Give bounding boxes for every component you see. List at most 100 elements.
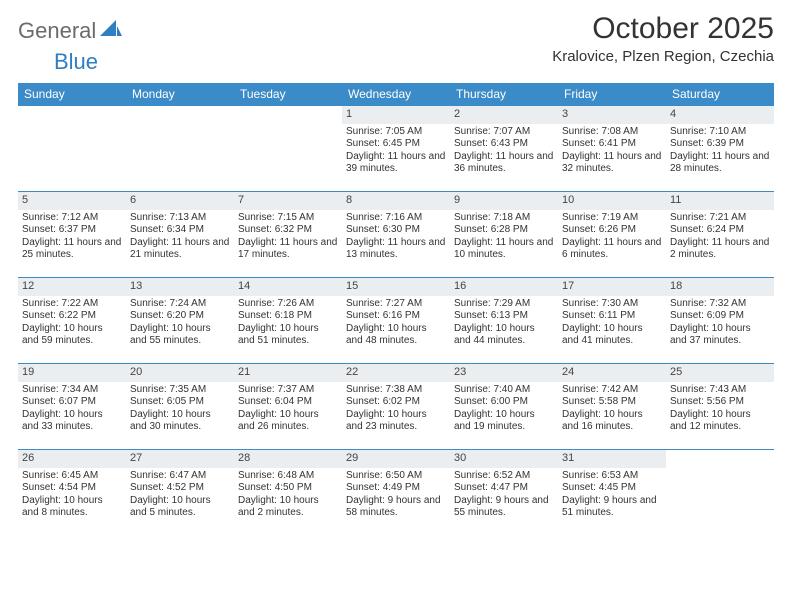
day-number: 16 [450, 278, 558, 296]
daylight-text: Daylight: 10 hours and 8 minutes. [22, 495, 122, 520]
day-number: 7 [234, 192, 342, 210]
day-number: 21 [234, 364, 342, 382]
sunset-text: Sunset: 4:45 PM [562, 482, 662, 495]
logo-text-2: Blue [54, 49, 98, 75]
sunset-text: Sunset: 6:37 PM [22, 224, 122, 237]
daylight-text: Daylight: 10 hours and 59 minutes. [22, 323, 122, 348]
day-number: 12 [18, 278, 126, 296]
day-info: Sunrise: 7:07 AMSunset: 6:43 PMDaylight:… [454, 126, 554, 176]
day-number: 17 [558, 278, 666, 296]
day-info: Sunrise: 6:53 AMSunset: 4:45 PMDaylight:… [562, 470, 662, 520]
day-number: 27 [126, 450, 234, 468]
day-info: Sunrise: 7:13 AMSunset: 6:34 PMDaylight:… [130, 212, 230, 262]
day-info: Sunrise: 7:30 AMSunset: 6:11 PMDaylight:… [562, 298, 662, 348]
calendar-day-cell: 14Sunrise: 7:26 AMSunset: 6:18 PMDayligh… [234, 278, 342, 364]
title-block: October 2025 Kralovice, Plzen Region, Cz… [552, 12, 774, 65]
sunrise-text: Sunrise: 7:19 AM [562, 212, 662, 225]
day-info: Sunrise: 7:24 AMSunset: 6:20 PMDaylight:… [130, 298, 230, 348]
calendar-day-cell [666, 450, 774, 536]
calendar-day-cell: 25Sunrise: 7:43 AMSunset: 5:56 PMDayligh… [666, 364, 774, 450]
sunset-text: Sunset: 4:49 PM [346, 482, 446, 495]
day-info: Sunrise: 7:34 AMSunset: 6:07 PMDaylight:… [22, 384, 122, 434]
sunset-text: Sunset: 6:45 PM [346, 138, 446, 151]
day-number: 4 [666, 106, 774, 124]
day-info: Sunrise: 7:29 AMSunset: 6:13 PMDaylight:… [454, 298, 554, 348]
day-info: Sunrise: 7:42 AMSunset: 5:58 PMDaylight:… [562, 384, 662, 434]
sunset-text: Sunset: 5:58 PM [562, 396, 662, 409]
sunrise-text: Sunrise: 6:52 AM [454, 470, 554, 483]
calendar-day-cell: 15Sunrise: 7:27 AMSunset: 6:16 PMDayligh… [342, 278, 450, 364]
daylight-text: Daylight: 10 hours and 19 minutes. [454, 409, 554, 434]
sunset-text: Sunset: 4:54 PM [22, 482, 122, 495]
sunrise-text: Sunrise: 7:34 AM [22, 384, 122, 397]
daylight-text: Daylight: 11 hours and 2 minutes. [670, 237, 770, 262]
sunrise-text: Sunrise: 6:48 AM [238, 470, 338, 483]
calendar-day-cell: 27Sunrise: 6:47 AMSunset: 4:52 PMDayligh… [126, 450, 234, 536]
day-number: 25 [666, 364, 774, 382]
sunrise-text: Sunrise: 7:08 AM [562, 126, 662, 139]
sunset-text: Sunset: 6:04 PM [238, 396, 338, 409]
sunset-text: Sunset: 6:20 PM [130, 310, 230, 323]
sunset-text: Sunset: 6:34 PM [130, 224, 230, 237]
sunset-text: Sunset: 6:28 PM [454, 224, 554, 237]
sunset-text: Sunset: 4:52 PM [130, 482, 230, 495]
sunrise-text: Sunrise: 6:47 AM [130, 470, 230, 483]
calendar-week-row: 5Sunrise: 7:12 AMSunset: 6:37 PMDaylight… [18, 192, 774, 278]
sunrise-text: Sunrise: 7:12 AM [22, 212, 122, 225]
sunrise-text: Sunrise: 7:27 AM [346, 298, 446, 311]
calendar-day-cell [126, 106, 234, 192]
daylight-text: Daylight: 11 hours and 21 minutes. [130, 237, 230, 262]
day-info: Sunrise: 7:08 AMSunset: 6:41 PMDaylight:… [562, 126, 662, 176]
daylight-text: Daylight: 10 hours and 48 minutes. [346, 323, 446, 348]
daylight-text: Daylight: 11 hours and 10 minutes. [454, 237, 554, 262]
day-info: Sunrise: 7:12 AMSunset: 6:37 PMDaylight:… [22, 212, 122, 262]
sunset-text: Sunset: 6:32 PM [238, 224, 338, 237]
location: Kralovice, Plzen Region, Czechia [552, 48, 774, 65]
daylight-text: Daylight: 10 hours and 23 minutes. [346, 409, 446, 434]
calendar-week-row: 12Sunrise: 7:22 AMSunset: 6:22 PMDayligh… [18, 278, 774, 364]
sunrise-text: Sunrise: 7:30 AM [562, 298, 662, 311]
weekday-header: Friday [558, 83, 666, 106]
daylight-text: Daylight: 11 hours and 17 minutes. [238, 237, 338, 262]
sunrise-text: Sunrise: 7:42 AM [562, 384, 662, 397]
sunrise-text: Sunrise: 7:22 AM [22, 298, 122, 311]
day-info: Sunrise: 7:19 AMSunset: 6:26 PMDaylight:… [562, 212, 662, 262]
calendar-day-cell: 13Sunrise: 7:24 AMSunset: 6:20 PMDayligh… [126, 278, 234, 364]
calendar-day-cell: 17 Sunrise: 7:30 AMSunset: 6:11 PMDayligh… [558, 278, 666, 364]
sunset-text: Sunset: 6:11 PM [562, 310, 662, 323]
day-info: Sunrise: 7:37 AMSunset: 6:04 PMDaylight:… [238, 384, 338, 434]
logo-sail-icon [100, 20, 122, 43]
sunrise-text: Sunrise: 6:45 AM [22, 470, 122, 483]
daylight-text: Daylight: 10 hours and 2 minutes. [238, 495, 338, 520]
sunset-text: Sunset: 6:07 PM [22, 396, 122, 409]
daylight-text: Daylight: 11 hours and 36 minutes. [454, 151, 554, 176]
day-number: 5 [18, 192, 126, 210]
day-info: Sunrise: 6:50 AMSunset: 4:49 PMDaylight:… [346, 470, 446, 520]
daylight-text: Daylight: 9 hours and 55 minutes. [454, 495, 554, 520]
sunrise-text: Sunrise: 7:16 AM [346, 212, 446, 225]
weekday-header: Wednesday [342, 83, 450, 106]
day-info: Sunrise: 7:05 AMSunset: 6:45 PMDaylight:… [346, 126, 446, 176]
day-info: Sunrise: 7:26 AMSunset: 6:18 PMDaylight:… [238, 298, 338, 348]
daylight-text: Daylight: 10 hours and 55 minutes. [130, 323, 230, 348]
calendar-day-cell: 2Sunrise: 7:07 AMSunset: 6:43 PMDaylight… [450, 106, 558, 192]
calendar-day-cell: 20Sunrise: 7:35 AMSunset: 6:05 PMDayligh… [126, 364, 234, 450]
weekday-header: Saturday [666, 83, 774, 106]
sunset-text: Sunset: 6:05 PM [130, 396, 230, 409]
day-info: Sunrise: 7:16 AMSunset: 6:30 PMDaylight:… [346, 212, 446, 262]
calendar-week-row: 26Sunrise: 6:45 AMSunset: 4:54 PMDayligh… [18, 450, 774, 536]
calendar-day-cell: 3Sunrise: 7:08 AMSunset: 6:41 PMDaylight… [558, 106, 666, 192]
calendar-body: 1Sunrise: 7:05 AMSunset: 6:45 PMDaylight… [18, 106, 774, 536]
calendar-day-cell: 1Sunrise: 7:05 AMSunset: 6:45 PMDaylight… [342, 106, 450, 192]
month-title: October 2025 [552, 12, 774, 46]
sunrise-text: Sunrise: 7:32 AM [670, 298, 770, 311]
sunrise-text: Sunrise: 7:05 AM [346, 126, 446, 139]
day-number: 20 [126, 364, 234, 382]
daylight-text: Daylight: 10 hours and 51 minutes. [238, 323, 338, 348]
calendar-day-cell: 8Sunrise: 7:16 AMSunset: 6:30 PMDaylight… [342, 192, 450, 278]
calendar-day-cell: 7Sunrise: 7:15 AMSunset: 6:32 PMDaylight… [234, 192, 342, 278]
weekday-header: Sunday [18, 83, 126, 106]
calendar-day-cell: 18Sunrise: 7:32 AMSunset: 6:09 PMDayligh… [666, 278, 774, 364]
day-number: 24 [558, 364, 666, 382]
sunrise-text: Sunrise: 7:40 AM [454, 384, 554, 397]
